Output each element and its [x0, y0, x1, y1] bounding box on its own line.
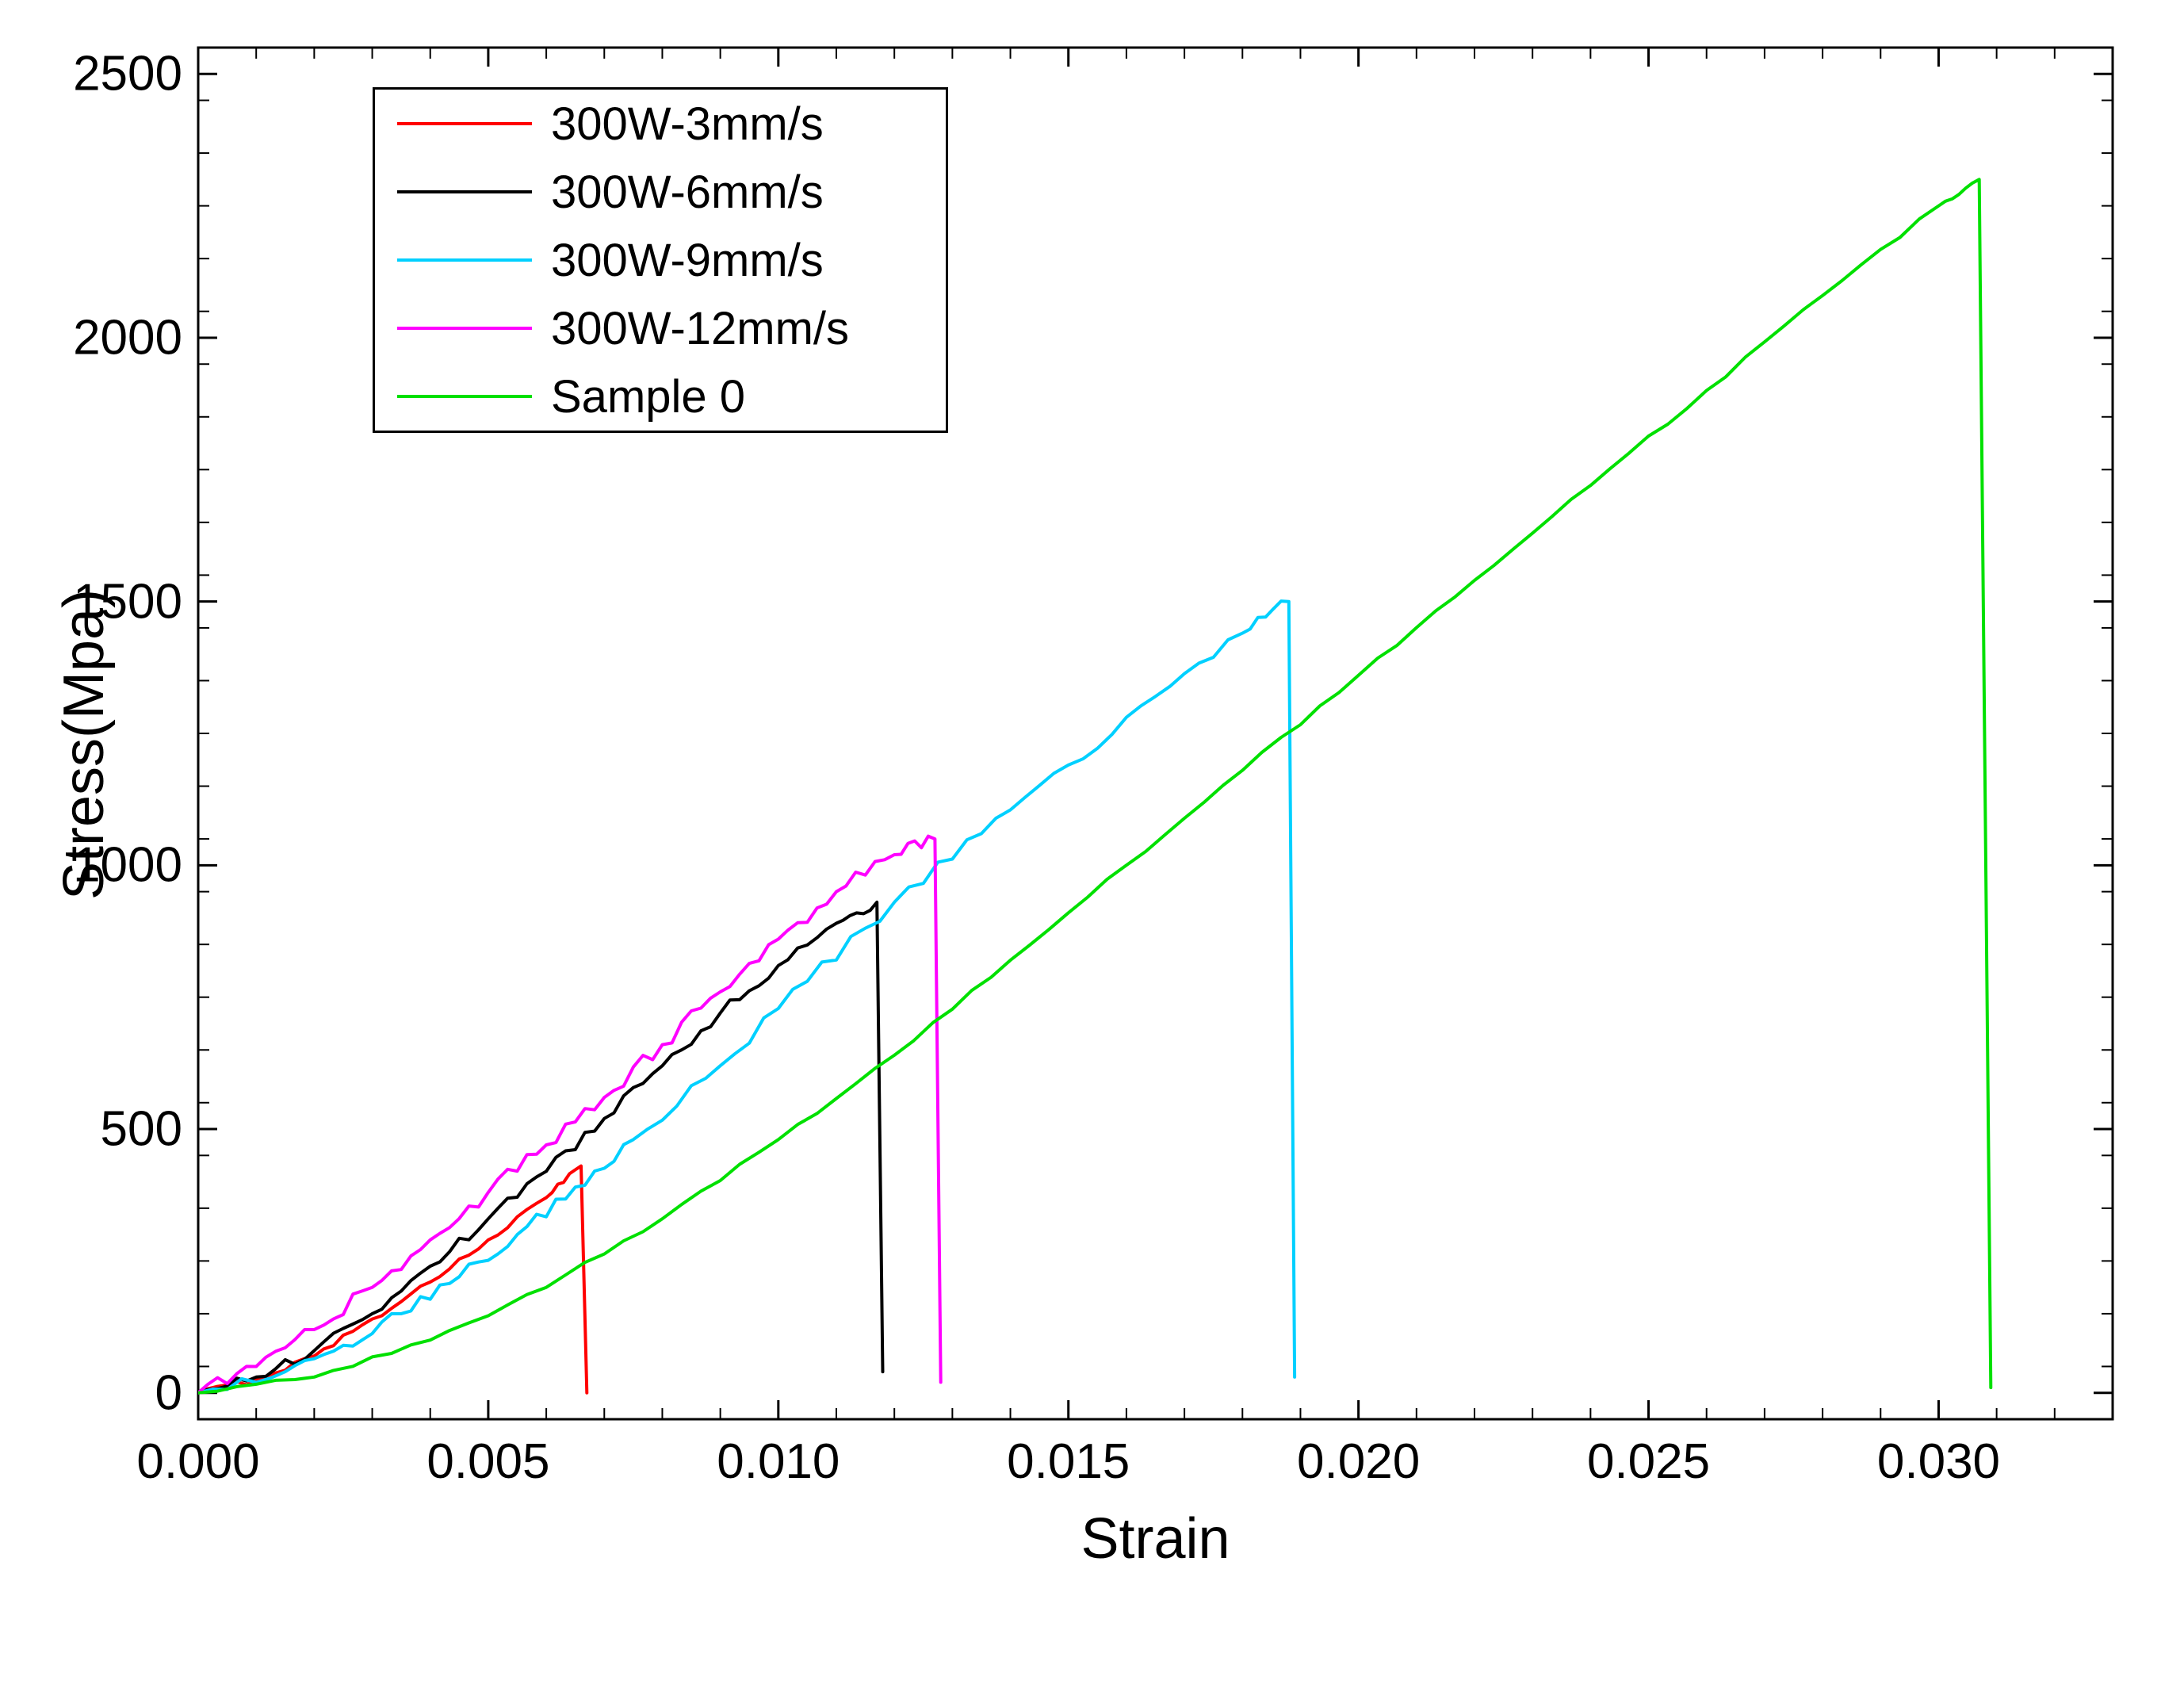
- x-tick-label: 0.020: [1297, 1433, 1420, 1490]
- y-tick-label: 0: [155, 1365, 182, 1421]
- legend-swatch: [397, 395, 532, 398]
- legend-swatch: [397, 122, 532, 125]
- legend-label: 300W-12mm/s: [551, 302, 849, 355]
- legend-swatch: [397, 327, 532, 330]
- series-line: [198, 902, 883, 1393]
- series-line: [198, 601, 1295, 1393]
- y-tick-label: 2500: [73, 46, 182, 102]
- y-tick-label: 2000: [73, 309, 182, 366]
- x-tick-label: 0.010: [717, 1433, 840, 1490]
- legend-item: 300W-9mm/s: [375, 226, 946, 294]
- x-tick-label: 0.025: [1587, 1433, 1710, 1490]
- chart-container: Stress(Mpa) Strain 0.0000.0050.0100.0150…: [0, 0, 2184, 1688]
- legend-item: Sample 0: [375, 362, 946, 431]
- legend-swatch: [397, 190, 532, 193]
- legend-label: 300W-9mm/s: [551, 234, 824, 287]
- x-tick-label: 0.015: [1007, 1433, 1130, 1490]
- y-tick-label: 1000: [73, 837, 182, 894]
- legend-label: 300W-3mm/s: [551, 98, 824, 151]
- series-line: [198, 1166, 587, 1393]
- legend-item: 300W-12mm/s: [375, 294, 946, 362]
- legend-item: 300W-3mm/s: [375, 90, 946, 158]
- legend-label: Sample 0: [551, 370, 745, 423]
- x-axis-label: Strain: [1081, 1506, 1230, 1571]
- legend-label: 300W-6mm/s: [551, 166, 824, 219]
- y-tick-label: 1500: [73, 573, 182, 630]
- y-tick-label: 500: [101, 1101, 182, 1158]
- legend-item: 300W-6mm/s: [375, 158, 946, 226]
- x-tick-label: 0.005: [426, 1433, 549, 1490]
- legend-swatch: [397, 258, 532, 262]
- x-tick-label: 0.000: [136, 1433, 259, 1490]
- x-tick-label: 0.030: [1877, 1433, 2000, 1490]
- legend: 300W-3mm/s 300W-6mm/s 300W-9mm/s 300W-12mm/…: [373, 87, 948, 433]
- series-line: [198, 836, 941, 1393]
